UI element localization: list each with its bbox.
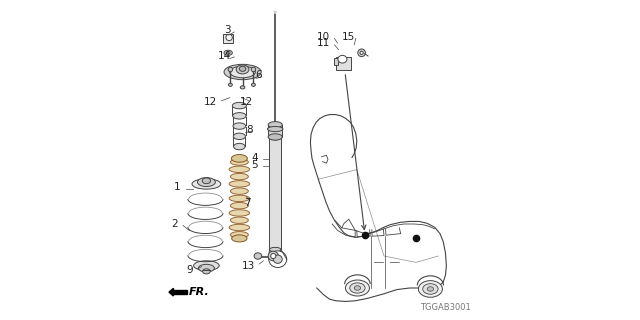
Ellipse shape (239, 66, 246, 71)
Text: 6: 6 (255, 70, 262, 80)
Text: FR.: FR. (189, 287, 209, 297)
Ellipse shape (230, 173, 248, 180)
Ellipse shape (252, 83, 255, 86)
Ellipse shape (229, 181, 250, 187)
Ellipse shape (230, 159, 248, 165)
Ellipse shape (254, 253, 262, 259)
Ellipse shape (232, 155, 248, 162)
Ellipse shape (360, 51, 364, 54)
Text: 9: 9 (186, 265, 193, 275)
Text: 10: 10 (317, 32, 330, 42)
Ellipse shape (229, 224, 250, 231)
Ellipse shape (224, 50, 232, 55)
Ellipse shape (229, 166, 250, 172)
Text: 12: 12 (204, 97, 217, 107)
Ellipse shape (269, 135, 281, 140)
Ellipse shape (269, 247, 281, 252)
Ellipse shape (228, 67, 233, 72)
Bar (269, 138, 281, 250)
Ellipse shape (230, 66, 255, 78)
Text: 11: 11 (317, 38, 330, 48)
Ellipse shape (349, 283, 365, 293)
Text: 12: 12 (239, 97, 253, 107)
Text: 7: 7 (244, 198, 251, 208)
Ellipse shape (268, 122, 282, 128)
Text: 5: 5 (252, 160, 259, 170)
Ellipse shape (234, 143, 245, 150)
Ellipse shape (346, 280, 369, 296)
Bar (223, 34, 233, 43)
Ellipse shape (229, 195, 250, 202)
Ellipse shape (428, 287, 434, 291)
Ellipse shape (233, 113, 246, 119)
Ellipse shape (358, 49, 365, 57)
Ellipse shape (419, 281, 442, 297)
Ellipse shape (197, 178, 215, 187)
Text: 3: 3 (225, 25, 231, 36)
Text: 15: 15 (342, 32, 355, 42)
Bar (334, 58, 338, 65)
Ellipse shape (273, 255, 282, 263)
Ellipse shape (226, 34, 232, 41)
Ellipse shape (232, 102, 246, 109)
Ellipse shape (230, 217, 248, 223)
Text: TGGAB3001: TGGAB3001 (420, 303, 470, 312)
Ellipse shape (355, 286, 361, 290)
Ellipse shape (202, 178, 211, 184)
Text: 13: 13 (242, 260, 255, 271)
Ellipse shape (233, 133, 246, 140)
Ellipse shape (230, 232, 248, 238)
Text: 4: 4 (252, 153, 259, 164)
Ellipse shape (229, 210, 250, 216)
Ellipse shape (227, 52, 230, 54)
Ellipse shape (233, 123, 246, 129)
Text: 2: 2 (171, 219, 178, 229)
Text: 14: 14 (218, 51, 231, 61)
Ellipse shape (268, 134, 282, 140)
Ellipse shape (422, 284, 438, 294)
Ellipse shape (193, 261, 219, 270)
Ellipse shape (240, 86, 245, 89)
Ellipse shape (271, 253, 276, 259)
Polygon shape (275, 11, 276, 14)
Bar (268, 125, 282, 137)
Ellipse shape (228, 83, 232, 86)
Ellipse shape (268, 126, 283, 132)
Ellipse shape (269, 251, 287, 268)
Ellipse shape (230, 188, 248, 194)
Ellipse shape (230, 203, 248, 209)
Ellipse shape (224, 64, 261, 80)
Ellipse shape (232, 235, 247, 242)
Bar (336, 57, 351, 70)
Ellipse shape (236, 65, 249, 74)
Ellipse shape (198, 264, 214, 272)
Ellipse shape (202, 269, 210, 274)
Ellipse shape (192, 179, 221, 189)
Text: 1: 1 (173, 182, 180, 192)
Ellipse shape (338, 55, 347, 63)
Polygon shape (169, 288, 173, 296)
Text: 8: 8 (246, 124, 253, 135)
Polygon shape (172, 290, 187, 294)
Ellipse shape (268, 251, 278, 261)
Ellipse shape (251, 67, 256, 72)
